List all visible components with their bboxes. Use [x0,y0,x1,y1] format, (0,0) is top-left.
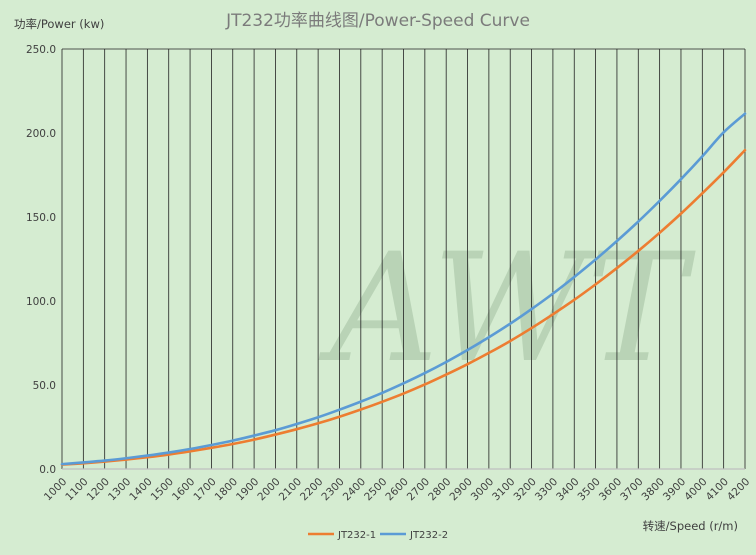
grid [61,48,746,469]
x-tick-label: 1500 [149,476,176,503]
legend: JT232-1 JT232-2 [308,530,448,541]
x-tick-label: 1200 [85,476,112,503]
x-tick-label: 2400 [341,476,368,503]
x-tick-label: 1100 [63,476,90,503]
x-tick-label: 1400 [127,476,154,503]
x-tick-label: 2900 [447,476,474,503]
legend-label: JT232-1 [337,530,376,541]
x-tick-label: 2800 [426,476,453,503]
x-tick-label: 1800 [213,476,240,503]
series-line-jt232-2 [60,112,747,466]
series-layer [60,112,747,466]
x-tick-label: 2700 [405,476,432,503]
x-tick-label: 2000 [255,476,282,503]
x-tick-label: 1600 [170,476,197,503]
x-tick-label: 3300 [533,476,560,503]
y-tick-label: 200.0 [26,128,56,140]
x-tick-label: 3000 [469,476,496,503]
x-tick-label: 4200 [725,476,752,503]
x-tick-label: 1700 [191,476,218,503]
x-tick-label: 3600 [597,476,624,503]
y-tick-label: 100.0 [26,296,56,308]
x-tick-label: 4100 [704,476,731,503]
x-tick-label: 3400 [554,476,581,503]
x-axis-title: 转速/Speed (r/m) [643,519,738,533]
x-tick-label: 3800 [640,476,667,503]
x-tick-label: 1900 [234,476,261,503]
watermark-logo: AWT [318,222,696,396]
y-tick-label: 0.0 [39,464,56,476]
series-line-jt232-1 [60,148,747,466]
x-tick-label: 2300 [319,476,346,503]
legend-label: JT232-2 [409,530,448,541]
x-tick-label: 4000 [682,476,709,503]
y-tick-label: 150.0 [26,212,56,224]
x-tick-label: 1000 [42,476,69,503]
x-tick-label: 2500 [362,476,389,503]
x-tick-label: 2200 [298,476,325,503]
y-tick-label: 250.0 [26,44,56,56]
y-axis-title: 功率/Power (kw) [14,17,104,31]
x-tick-label: 3200 [511,476,538,503]
x-tick-label: 1300 [106,476,133,503]
x-tick-label: 3100 [490,476,517,503]
x-tick-label: 3700 [618,476,645,503]
x-tick-label: 2600 [383,476,410,503]
x-tick-label: 3900 [661,476,688,503]
y-tick-label: 50.0 [33,380,56,392]
chart-title: JT232功率曲线图/Power-Speed Curve [225,11,530,31]
x-tick-label: 3500 [576,476,603,503]
x-tick-label: 2100 [277,476,304,503]
